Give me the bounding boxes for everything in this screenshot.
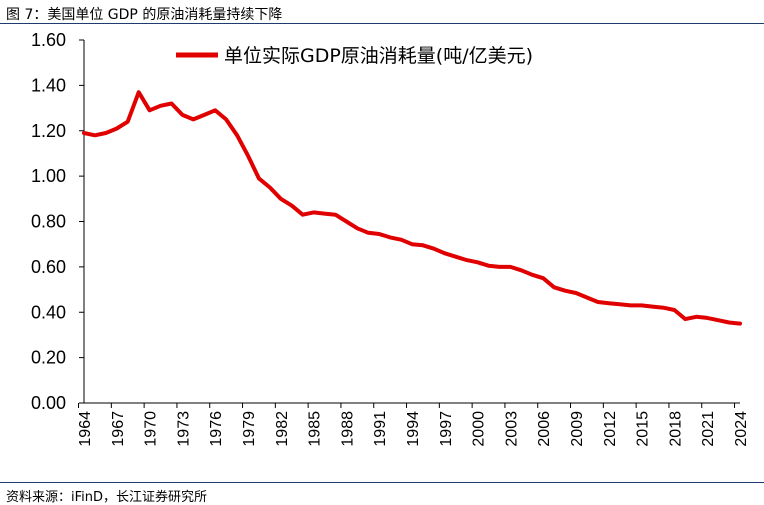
x-tick-label: 2003: [503, 411, 520, 447]
x-tick-label: 2000: [471, 411, 488, 447]
x-tick-label: 2021: [700, 411, 717, 447]
x-tick-label: 2006: [536, 411, 553, 447]
x-tick-label: 2009: [569, 411, 586, 447]
x-tick-label: 1988: [339, 411, 356, 447]
y-tick-label: 0.60: [31, 257, 66, 277]
x-tick-label: 1985: [307, 411, 324, 447]
top-rule: [0, 23, 764, 24]
x-tick-label: 1991: [372, 411, 389, 447]
x-tick-label: 1982: [274, 411, 291, 447]
y-tick-label: 1.40: [31, 75, 66, 95]
y-tick-label: 0.80: [31, 212, 66, 232]
y-tick-label: 1.60: [31, 30, 66, 50]
x-tick-label: 1973: [175, 411, 192, 447]
figure-title: 图 7：美国单位 GDP 的原油消耗量持续下降: [6, 7, 283, 23]
y-tick-label: 1.00: [31, 166, 66, 186]
y-tick-label: 0.20: [31, 348, 66, 368]
source-note: 资料来源：iFinD，长江证券研究所: [6, 490, 208, 505]
x-tick-label: 2012: [602, 411, 619, 447]
legend: 单位实际GDP原油消耗量(吨/亿美元): [176, 45, 533, 67]
x-axis: 1964 1967 1970 1973 1976 1979 1982 1985 1988 1991…: [77, 402, 750, 447]
y-tick-label: 0.00: [31, 393, 66, 413]
legend-label: 单位实际GDP原油消耗量(吨/亿美元): [224, 45, 533, 67]
y-tick-label: 1.20: [31, 121, 66, 141]
x-tick-label: 1997: [438, 411, 455, 447]
y-tick-label: 0.40: [31, 302, 66, 322]
x-tick-label: 1976: [208, 411, 225, 447]
x-tick-label: 1964: [77, 411, 94, 447]
x-tick-label: 1970: [143, 411, 160, 447]
x-tick-label: 1979: [241, 411, 258, 447]
series-line-0: [82, 90, 742, 326]
x-tick-label: 2024: [733, 411, 750, 447]
x-tick-label: 1994: [405, 411, 422, 447]
x-tick-label: 2015: [635, 411, 652, 447]
x-tick-label: 1967: [110, 411, 127, 447]
y-axis: 0.00 0.20 0.40 0.60 0.80 1.00 1.20 1.40 1.60: [31, 30, 85, 413]
x-tick-label: 2018: [667, 411, 684, 447]
series-layer: [82, 90, 742, 326]
line-chart: 0.00 0.20 0.40 0.60 0.80 1.00 1.20 1.40 1.60 196…: [31, 30, 750, 447]
bottom-rule: [0, 482, 764, 483]
